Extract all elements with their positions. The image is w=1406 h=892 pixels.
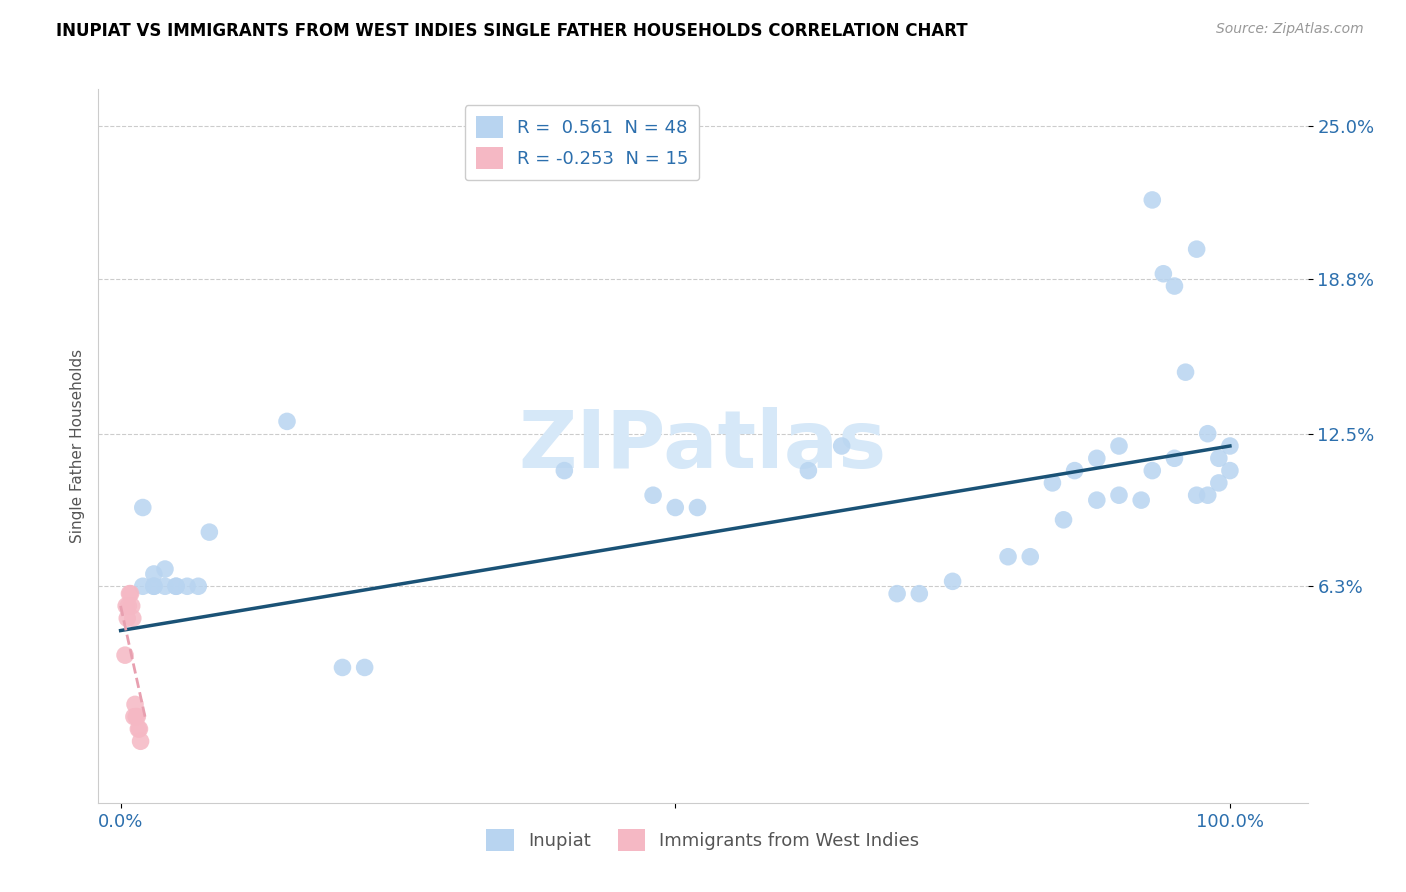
Point [165,579,187,593]
Point [1152,267,1174,281]
Point [117,599,139,613]
Point [114,648,136,662]
Point [153,562,176,576]
Point [1052,513,1074,527]
Point [332,660,354,674]
Point [1185,242,1208,256]
Text: ZIPatlas: ZIPatlas [519,407,887,485]
Point [1219,464,1241,478]
Point [997,549,1019,564]
Point [120,587,142,601]
Point [127,722,149,736]
Point [641,488,664,502]
Point [276,414,298,428]
Text: INUPIAT VS IMMIGRANTS FROM WEST INDIES SINGLE FATHER HOUSEHOLDS CORRELATION CHAR: INUPIAT VS IMMIGRANTS FROM WEST INDIES S… [56,22,967,40]
Point [1063,464,1085,478]
Point [664,500,686,515]
Point [1142,193,1164,207]
Point [1108,488,1130,502]
Point [1174,365,1197,379]
Point [128,722,150,736]
Point [942,574,965,589]
Point [1019,549,1042,564]
Point [1208,475,1230,490]
Point [353,660,375,674]
Point [1219,439,1241,453]
Point [118,587,141,601]
Point [125,709,148,723]
Point [198,525,221,540]
Point [142,579,165,593]
Point [1085,451,1108,466]
Point [1197,426,1219,441]
Point [187,579,209,593]
Point [1130,493,1153,508]
Point [686,500,709,515]
Point [1197,488,1219,502]
Point [142,579,165,593]
Point [553,464,575,478]
Point [122,709,145,723]
Point [121,599,143,613]
Point [176,579,198,593]
Point [1163,279,1185,293]
Point [1163,451,1185,466]
Point [797,464,820,478]
Point [153,579,176,593]
Point [121,611,143,625]
Point [1185,488,1208,502]
Point [1108,439,1130,453]
Point [165,579,187,593]
Point [124,698,146,712]
Point [1085,493,1108,508]
Point [115,599,138,613]
Point [132,500,155,515]
Point [117,611,139,625]
Y-axis label: Single Father Households: Single Father Households [69,349,84,543]
Point [831,439,853,453]
Point [129,734,152,748]
Text: Source: ZipAtlas.com: Source: ZipAtlas.com [1216,22,1364,37]
Legend: Inupiat, Immigrants from West Indies: Inupiat, Immigrants from West Indies [479,822,927,858]
Point [1142,464,1164,478]
Point [908,587,931,601]
Point [886,587,908,601]
Point [127,709,149,723]
Point [132,579,155,593]
Point [1208,451,1230,466]
Point [1042,475,1064,490]
Point [142,566,165,581]
